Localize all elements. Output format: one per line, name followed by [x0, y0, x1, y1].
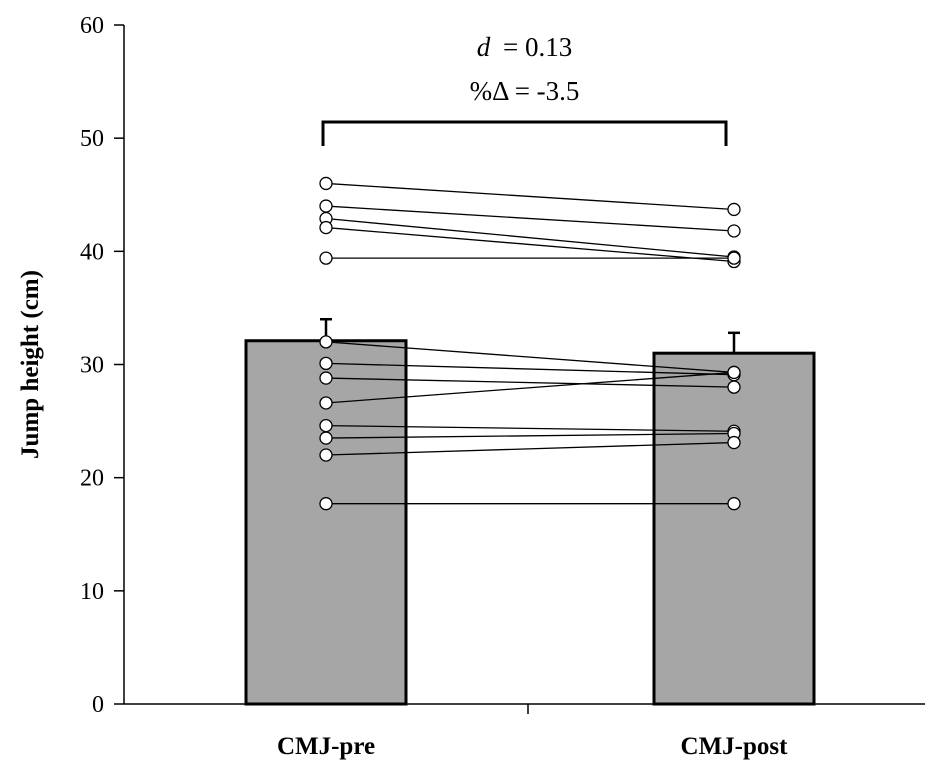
- pair-line: [325, 441, 735, 456]
- data-point: [727, 380, 741, 394]
- y-axis-title: Jump height (cm): [17, 270, 44, 459]
- data-point: [319, 418, 333, 433]
- data-point: [319, 396, 333, 410]
- data-point: [319, 199, 333, 213]
- data-point: [727, 202, 741, 217]
- pair-line: [325, 424, 735, 432]
- data-point: [319, 497, 333, 511]
- pair-line: [325, 371, 735, 404]
- pair-line: [325, 217, 735, 258]
- data-point: [319, 431, 333, 445]
- individual-pairs: [319, 176, 741, 511]
- data-point: [727, 251, 741, 265]
- pair-line: [325, 226, 735, 263]
- effect-size-symbol: d: [477, 32, 491, 62]
- x-category-label: CMJ-pre: [277, 733, 375, 760]
- data-point: [727, 365, 741, 380]
- y-tick-label: 10: [80, 579, 104, 605]
- effect-size-label: d = 0.13: [477, 32, 572, 62]
- x-category-label: CMJ-post: [681, 733, 789, 760]
- data-point: [319, 176, 333, 191]
- bar: [652, 351, 816, 706]
- comparison-bracket: [321, 120, 728, 146]
- data-point: [319, 356, 333, 371]
- effect-size-value: = 0.13: [503, 32, 572, 62]
- data-point: [727, 435, 741, 450]
- bar: [244, 339, 408, 706]
- data-point: [727, 224, 741, 238]
- pair-line: [325, 377, 735, 388]
- data-point: [319, 251, 333, 265]
- percent-change-label: %Δ = -3.5: [470, 76, 580, 106]
- y-tick-label: 40: [80, 239, 104, 265]
- y-tick-label: 50: [80, 126, 104, 152]
- pair-line: [325, 362, 735, 376]
- pair-line: [325, 341, 735, 374]
- annotation: d = 0.13 %Δ = -3.5: [321, 32, 728, 146]
- data-point: [319, 371, 333, 385]
- axes: 0 10 20 30 40 50 60 CMJ-pre CMJ-post: [80, 13, 925, 760]
- pair-line: [325, 182, 735, 211]
- data-point: [319, 220, 333, 235]
- data-point: [727, 497, 741, 511]
- pair-line: [325, 205, 735, 232]
- y-tick-label: 60: [80, 13, 104, 39]
- data-point: [319, 335, 333, 349]
- pair-line: [325, 432, 735, 439]
- y-tick-label: 20: [80, 466, 104, 492]
- data-point: [319, 448, 333, 462]
- y-tick-label: 30: [80, 353, 104, 379]
- y-tick-label: 0: [92, 692, 104, 718]
